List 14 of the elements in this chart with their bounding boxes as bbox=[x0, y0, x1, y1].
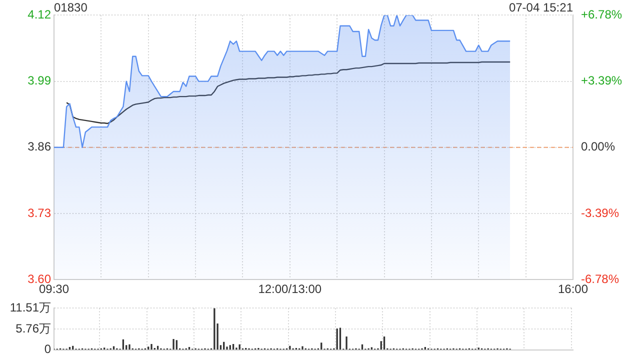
y-tick-label: 3.73 bbox=[28, 206, 52, 220]
y2-tick-label: +3.39% bbox=[581, 74, 622, 88]
y-tick-label: 4.12 bbox=[28, 8, 52, 22]
y2-tick-label: +6.78% bbox=[581, 8, 622, 22]
y-tick-label: 3.86 bbox=[28, 140, 52, 154]
y-tick-label: 0 bbox=[44, 342, 52, 356]
chart-title: 01830 bbox=[54, 0, 88, 14]
y-tick-label: 3.99 bbox=[28, 74, 52, 88]
y-tick-label: 5.76万 bbox=[16, 321, 51, 336]
y2-tick-label: 0.00% bbox=[581, 140, 616, 154]
y2-tick-label: -3.39% bbox=[581, 206, 620, 220]
y-tick-label: 11.51万 bbox=[10, 300, 51, 315]
text: 07-04 15:21 bbox=[508, 0, 574, 14]
x-tick-label: 12:00/13:00 bbox=[258, 282, 322, 296]
